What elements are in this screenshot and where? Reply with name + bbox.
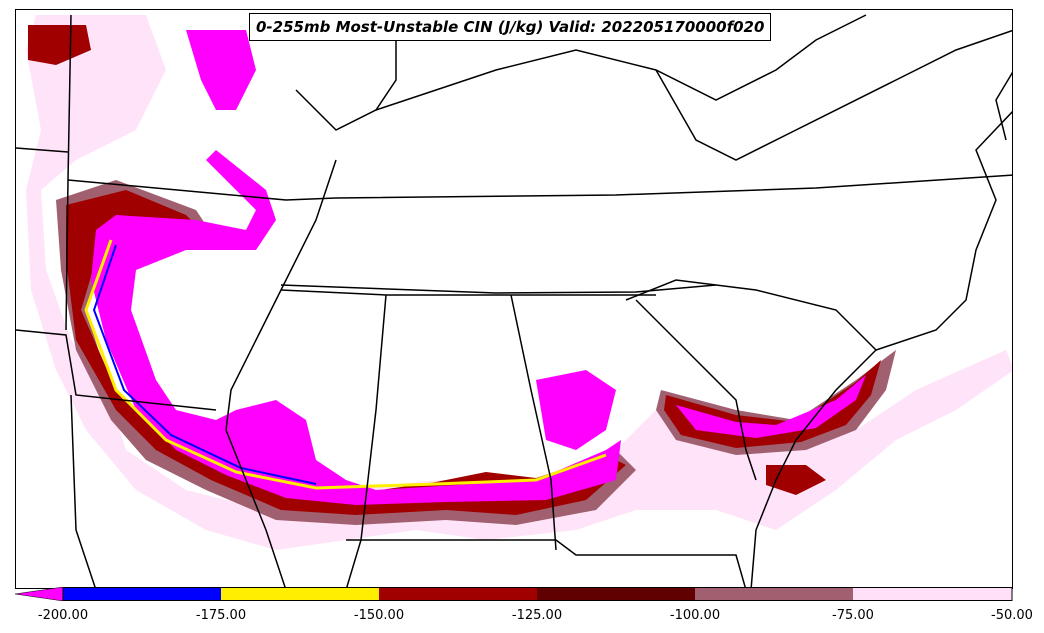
colorbar <box>15 587 1013 601</box>
colorbar-tick-label: -175.00 <box>195 608 247 623</box>
upper-left-magenta <box>186 30 256 110</box>
colorbar-seg-blue <box>63 587 221 601</box>
ms-al-border <box>345 294 387 588</box>
colorbar-tick-label: -125.00 <box>511 608 563 623</box>
tn-south-border <box>280 284 717 294</box>
state-boundaries <box>16 14 1012 588</box>
colorbar-tick-label: -150.00 <box>353 608 405 623</box>
blue-edge <box>92 244 317 485</box>
mississippi-river <box>225 159 337 588</box>
colorbar-outline <box>62 587 1013 601</box>
tn-ky-border <box>335 174 1012 199</box>
ga-coast-maroon <box>766 465 826 495</box>
magenta-shade <box>91 150 621 505</box>
light-pink-shade <box>26 15 1012 550</box>
ga-sc-border <box>635 299 757 481</box>
colorbar-tick-label: -100.00 <box>669 608 721 623</box>
colorbar-seg-mauve <box>695 587 853 601</box>
colorbar-seg-red <box>379 587 537 601</box>
ky-wv-border <box>655 29 1012 161</box>
cin-map <box>16 14 1012 588</box>
va-coast <box>995 71 1012 141</box>
colorbar-seg-pink <box>853 587 1012 601</box>
cin-shading <box>26 15 1012 550</box>
al-magenta-blob <box>536 370 616 450</box>
ohio-river <box>295 14 867 131</box>
sc-band-magenta <box>676 375 866 438</box>
colorbar-tick-label: -50.00 <box>991 608 1033 623</box>
ga-fl-border <box>346 539 747 588</box>
ok-ar-border <box>16 329 217 411</box>
colorbar-seg-darkred <box>537 587 695 601</box>
atlantic-coast <box>750 111 1012 588</box>
upper-left-maroon <box>28 25 91 65</box>
tx-la-border <box>70 394 97 588</box>
map-title: 0-255mb Most-Unstable CIN (J/kg) Valid: … <box>249 13 772 41</box>
al-ga-border <box>510 294 557 551</box>
mo-ia-border <box>67 179 337 201</box>
colorbar-extend-arrow <box>15 587 64 601</box>
ok-north-border <box>16 147 69 153</box>
ar-ms-border <box>280 289 656 296</box>
colorbar-seg-yellow <box>221 587 379 601</box>
colorbar-tick-label: -200.00 <box>37 608 89 623</box>
colorbar-tick-label: -75.00 <box>832 608 874 623</box>
yellow-edge <box>84 239 607 490</box>
nc-sc-border <box>625 279 877 351</box>
map-panel <box>15 9 1013 589</box>
